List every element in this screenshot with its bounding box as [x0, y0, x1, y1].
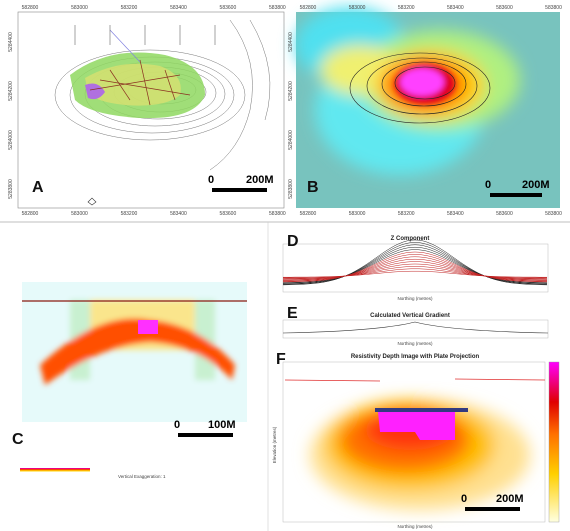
scale-length: 200M — [246, 174, 274, 186]
x-tick-label: 583200 — [398, 5, 415, 11]
panel-a: A 0 200M — [17, 11, 285, 209]
decay-curve — [283, 261, 547, 280]
decay-curve — [283, 258, 547, 281]
scale-zero: 0 — [461, 493, 467, 505]
decay-curve — [282, 266, 548, 279]
panel-b: B 0 200M — [295, 7, 560, 208]
scale-bar — [465, 507, 520, 511]
decay-curve — [283, 268, 547, 279]
decay-curve — [283, 254, 547, 282]
color-scale — [20, 468, 90, 472]
x-tick-label: 582800 — [22, 211, 39, 217]
x-tick-label: 583200 — [398, 211, 415, 217]
scale-zero: 0 — [208, 174, 214, 186]
axis-title: Northing (metres) — [397, 341, 433, 346]
decay-curve — [283, 270, 547, 278]
plot-frame — [282, 243, 549, 293]
x-tick-label: 583200 — [121, 5, 138, 11]
panel-c: C 0 100M Vertical Exaggeration: 1 — [12, 282, 247, 479]
section-heatmap — [40, 300, 235, 385]
decay-curve — [283, 256, 547, 281]
panel-label: F — [276, 351, 286, 368]
scale-zero: 0 — [174, 419, 180, 431]
y-tick-label: 5283800 — [288, 179, 294, 199]
x-tick-label: 582800 — [300, 5, 317, 11]
axis-title: Northing (metres) — [397, 524, 433, 529]
x-tick-label: 582800 — [22, 5, 39, 11]
scale-length: 100M — [208, 419, 236, 431]
x-tick-label: 583400 — [170, 5, 187, 11]
plot-frame — [282, 319, 549, 339]
x-tick-label: 583200 — [121, 211, 138, 217]
decay-curve — [282, 263, 548, 280]
y-tick-label: 5284400 — [288, 32, 294, 52]
note: Vertical Exaggeration: 1 — [118, 474, 166, 479]
decay-curve — [283, 249, 547, 283]
x-tick-label: 583000 — [349, 211, 366, 217]
panel-label: E — [287, 305, 298, 322]
plate-projection — [375, 408, 468, 412]
y-tick-label: 5284400 — [8, 32, 14, 52]
x-tick-label: 583400 — [447, 5, 464, 11]
panel-d: Z Component D Northing (metres) — [282, 233, 549, 301]
x-tick-label: 583400 — [170, 211, 187, 217]
color-scale — [548, 361, 560, 523]
decay-curve — [282, 242, 548, 285]
decay-curve — [282, 239, 548, 286]
drill-traces — [89, 29, 191, 106]
x-tick-label: 583000 — [71, 5, 88, 11]
anomaly-yellow — [85, 63, 181, 106]
x-tick-label: 583000 — [71, 211, 88, 217]
panel-label: A — [32, 179, 44, 196]
x-tick-label: 583800 — [269, 5, 286, 11]
decay-curve — [282, 244, 548, 284]
scale-length: 200M — [522, 179, 550, 191]
y-tick-label: 5284200 — [8, 81, 14, 101]
axis-title: Elevation (metres) — [272, 426, 277, 463]
x-tick-label: 583600 — [496, 5, 513, 11]
y-tick-label: 5284200 — [288, 81, 294, 101]
grid-posts — [74, 25, 216, 45]
decay-curves — [282, 239, 548, 286]
panel-e: Calculated Vertical Gradient E Northing … — [282, 305, 549, 346]
y-tick-label: 5284000 — [8, 130, 14, 150]
x-tick-label: 582800 — [300, 211, 317, 217]
topography — [284, 378, 546, 382]
contours — [349, 52, 491, 124]
panel-title: Resistivity Depth Image with Plate Proje… — [351, 354, 480, 360]
x-tick-label: 583800 — [545, 5, 562, 11]
y-tick-label: 5283800 — [8, 179, 14, 199]
conductor — [138, 320, 158, 334]
decay-curve — [282, 246, 548, 284]
x-tick-label: 583600 — [496, 211, 513, 217]
anomaly-purple — [85, 83, 105, 100]
scale-bar — [490, 193, 542, 197]
panel-label: B — [307, 179, 319, 196]
scale-bar — [178, 433, 233, 437]
scale-bar — [212, 188, 267, 192]
y-tick-label: 5284000 — [288, 130, 294, 150]
x-tick-label: 583800 — [545, 211, 562, 217]
x-tick-label: 583600 — [220, 5, 237, 11]
axis-title: Northing (metres) — [397, 296, 433, 301]
panel-title: Z Component — [391, 236, 430, 242]
scale-length: 200M — [496, 493, 524, 505]
scale-zero: 0 — [485, 179, 491, 191]
map-ticks: 582800 582800 583000 583000 583200 583200 5834… — [8, 5, 562, 217]
gradient-curve — [282, 321, 549, 334]
decay-curve — [283, 251, 547, 283]
panel-label: C — [12, 431, 24, 448]
panel-title: Calculated Vertical Gradient — [370, 313, 450, 319]
x-tick-label: 583400 — [447, 211, 464, 217]
x-tick-label: 583600 — [220, 211, 237, 217]
conductor — [378, 412, 455, 440]
x-tick-label: 583800 — [269, 211, 286, 217]
panel-f: Resistivity Depth Image with Plate Proje… — [272, 351, 560, 529]
panel-label: D — [287, 233, 299, 250]
x-tick-label: 583000 — [349, 5, 366, 11]
north-arrow — [87, 197, 97, 206]
